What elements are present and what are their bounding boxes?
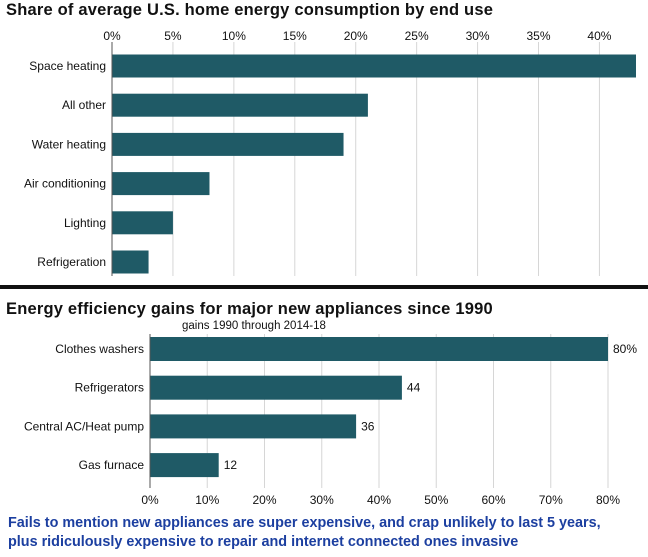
data-label: 36 xyxy=(361,419,375,433)
x-tick-label: 60% xyxy=(481,493,505,507)
x-tick-label: 10% xyxy=(222,29,246,43)
chart-title: Share of average U.S. home energy consum… xyxy=(6,1,494,19)
section-divider xyxy=(0,285,648,289)
x-tick-label: 0% xyxy=(141,493,159,507)
category-label: Central AC/Heat pump xyxy=(24,419,144,433)
category-label: Gas furnace xyxy=(79,458,145,472)
data-label: 44 xyxy=(407,381,421,395)
bar xyxy=(112,54,636,78)
data-label: 80% xyxy=(613,342,637,356)
chart-subtitle: gains 1990 through 2014-18 xyxy=(182,320,326,332)
x-tick-label: 70% xyxy=(539,493,563,507)
x-tick-label: 30% xyxy=(310,493,334,507)
x-tick-label: 35% xyxy=(526,29,550,43)
energy-consumption-plot: 0% 5% 10% 15% 20% 25% 30% 35% 40% Space heating Al… xyxy=(24,29,636,276)
bar xyxy=(112,211,173,235)
caption: Fails to mention new appliances are supe… xyxy=(8,514,644,552)
category-label: All other xyxy=(62,98,106,112)
category-label: Air conditioning xyxy=(24,177,106,191)
category-label: Space heating xyxy=(29,59,106,73)
caption-line: Fails to mention new appliances are supe… xyxy=(8,515,601,531)
bar xyxy=(112,132,344,156)
x-tick-label: 30% xyxy=(466,29,490,43)
category-label: Clothes washers xyxy=(55,342,144,356)
energy-consumption-chart: Share of average U.S. home energy consum… xyxy=(6,1,636,276)
x-tick-label: 0% xyxy=(103,29,121,43)
x-tick-label: 25% xyxy=(405,29,429,43)
caption-line: plus ridiculously expensive to repair an… xyxy=(8,534,519,550)
x-tick-label: 20% xyxy=(252,493,276,507)
x-tick-label: 20% xyxy=(344,29,368,43)
x-tick-label: 5% xyxy=(164,29,182,43)
bar xyxy=(112,172,210,196)
bar xyxy=(150,414,357,439)
bar xyxy=(150,337,608,361)
category-label: Water heating xyxy=(32,137,106,151)
x-tick-label: 10% xyxy=(195,493,219,507)
category-label: Refrigerators xyxy=(75,381,144,395)
bar xyxy=(112,250,149,274)
efficiency-gains-plot: 0% 10% 20% 30% 40% 50% 60% 70% 80% Clothes washer… xyxy=(24,334,637,507)
bar xyxy=(150,453,219,478)
chart-title: Energy efficiency gains for major new ap… xyxy=(6,300,493,318)
category-label: Refrigeration xyxy=(37,255,106,269)
x-tick-label: 40% xyxy=(367,493,391,507)
category-label: Lighting xyxy=(64,216,106,230)
x-tick-label: 50% xyxy=(424,493,448,507)
x-tick-label: 15% xyxy=(283,29,307,43)
efficiency-gains-chart: Energy efficiency gains for major new ap… xyxy=(0,290,648,512)
bar xyxy=(112,93,368,117)
x-tick-label: 40% xyxy=(587,29,611,43)
bar xyxy=(150,375,402,400)
data-label: 12 xyxy=(224,458,238,472)
x-tick-label: 80% xyxy=(596,493,620,507)
